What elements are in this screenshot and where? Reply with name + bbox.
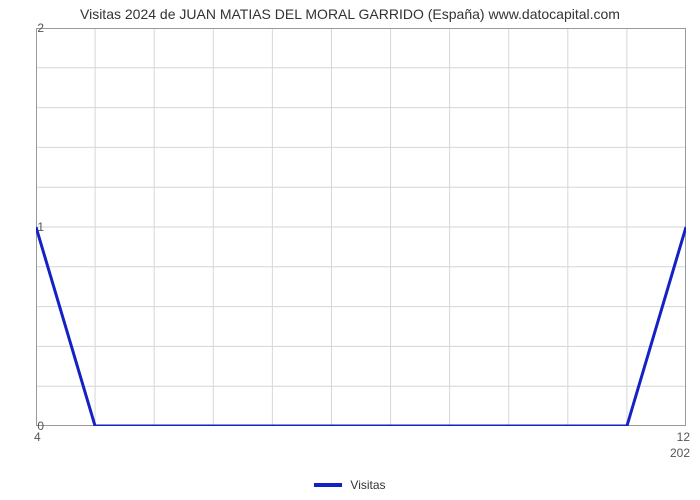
legend: Visitas bbox=[0, 477, 700, 492]
chart-svg bbox=[36, 28, 686, 426]
x-tick-first: 4 bbox=[34, 430, 41, 444]
legend-swatch bbox=[314, 483, 342, 487]
x-tick-last: 12 bbox=[677, 430, 690, 444]
x-sub-label: 202 bbox=[670, 446, 690, 460]
chart-title: Visitas 2024 de JUAN MATIAS DEL MORAL GA… bbox=[0, 0, 700, 22]
y-tick-label: 1 bbox=[37, 220, 44, 234]
chart-container: Visitas 2024 de JUAN MATIAS DEL MORAL GA… bbox=[0, 0, 700, 500]
legend-label: Visitas bbox=[350, 478, 385, 492]
plot-area bbox=[36, 28, 686, 426]
y-tick-label: 2 bbox=[37, 21, 44, 35]
